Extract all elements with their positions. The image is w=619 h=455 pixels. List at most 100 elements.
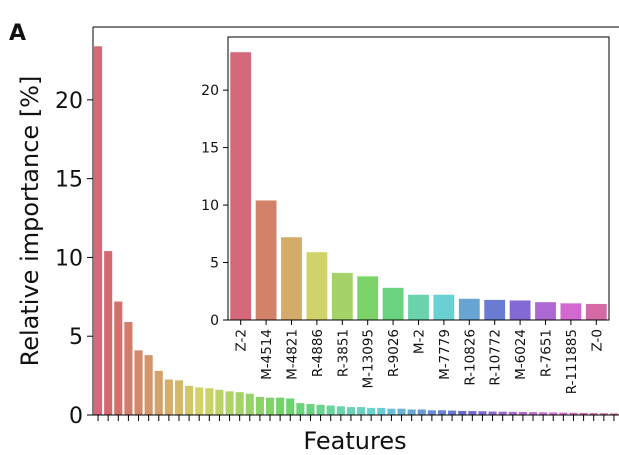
main-bar [569,412,578,415]
main-bar [326,405,335,415]
main-bar [235,392,244,415]
inset-bar-r-3851 [331,272,353,320]
main-bar [589,413,598,415]
main-bar [114,301,123,415]
main-bar [377,407,386,415]
inset-x-tick-label: M-4821 [285,329,301,380]
main-y-tick-label: 10 [55,246,83,271]
main-y-tick-label: 0 [69,404,83,429]
main-bar [468,411,477,415]
main-y-tick-label: 5 [69,325,83,350]
inset-x-tick-label: M-6024 [513,329,529,380]
main-bar [195,387,204,415]
inset-bar-r-10772 [484,299,506,320]
main-bar [205,388,214,415]
main-bar [306,403,315,415]
main-bar [549,412,558,415]
inset-x-tick-label: M-2 [412,329,428,354]
inset-bar-r-10826 [458,298,480,320]
main-bar [104,251,113,415]
main-bar [215,389,224,415]
main-bar [154,370,163,415]
main-bar [528,412,538,415]
main-bar [346,407,355,415]
inset-y-tick-label: 10 [201,198,219,214]
main-y-axis-label: Relative importance [%] [16,76,44,367]
main-bar [407,409,416,415]
main-y-tick-label: 20 [55,89,83,114]
main-bar [276,397,285,415]
main-bar [609,413,618,415]
inset-bars [230,52,607,321]
inset-x-tick-label: M-7779 [437,329,453,380]
inset-x-tick-label: Z-2 [234,329,250,351]
main-bar [458,410,467,415]
inset-bar-m-2 [408,294,429,320]
inset-y-tick-label: 0 [210,313,219,329]
inset-bar-chart: 0 5 10 15 20 Z-2 M-4514 M-4821 R-4886 R-3851 M-13… [201,36,610,394]
main-bar-chart: 0 5 10 15 20 Relative importance [%] Feature… [16,26,619,455]
inset-bar-m-13095 [357,276,379,320]
inset-x-tick-label: R-4886 [310,329,326,377]
inset-x-tick-label: M-4514 [259,329,275,380]
inset-y-tick-label: 5 [210,256,219,272]
inset-bar-m-4514 [255,200,277,320]
inset-bar-r-9026 [382,287,404,320]
inset-y-ticks: 0 5 10 15 20 [201,83,228,329]
main-bar [255,396,264,415]
main-x-ticks [97,415,615,421]
inset-x-tick-label: R-7651 [539,329,555,377]
inset-bar-m-6024 [509,300,531,320]
main-bar [185,385,194,415]
inset-x-tick-label: R-111885 [564,329,580,394]
main-bar [579,412,588,415]
main-bar [164,379,173,415]
main-bar [144,355,153,415]
main-bar [174,380,184,415]
main-bar [599,413,608,415]
main-bar [357,407,366,415]
main-bar [336,406,345,415]
main-x-axis-label: Features [303,427,406,455]
inset-bar-m-4821 [281,237,302,320]
main-bar [559,412,568,415]
main-bar [448,410,457,415]
main-bar [518,412,527,415]
main-bar [286,398,295,415]
main-y-ticks: 0 5 10 15 20 [55,89,93,429]
main-bar [245,393,254,415]
inset-bar-r-111885 [560,303,582,320]
main-bar [265,397,275,415]
inset-x-tick-label: M-13095 [361,329,377,388]
inset-bar-z-2 [230,52,252,321]
inset-x-tick-label: R-10826 [462,329,478,386]
main-bar [498,411,507,415]
inset-x-ticks: Z-2 M-4514 M-4821 R-4886 R-3851 M-13095 R-9026… [234,320,605,394]
main-bar [225,391,234,415]
panel-label: A [9,21,26,46]
main-bar [508,411,517,415]
inset-bar-m-7779 [433,294,455,320]
inset-bar-r-4886 [306,252,328,320]
inset-x-tick-label: Z-0 [589,329,605,351]
main-bar [437,410,447,415]
main-bar [367,407,376,415]
inset-bar-z-0 [585,303,607,320]
main-bar [417,409,426,415]
inset-bar-r-7651 [535,302,556,320]
main-bar [387,408,396,415]
main-bar [94,46,103,415]
main-bar [397,408,406,415]
main-bar [134,350,143,415]
inset-y-tick-label: 15 [201,141,219,157]
main-bar [488,411,497,415]
main-bars [94,46,618,415]
main-y-tick-label: 15 [55,168,83,193]
main-bar [427,410,436,415]
main-bar [124,322,133,415]
inset-x-tick-label: R-10772 [488,329,504,386]
inset-y-tick-label: 20 [201,83,219,99]
main-bar [296,403,305,415]
main-bar [478,411,487,415]
